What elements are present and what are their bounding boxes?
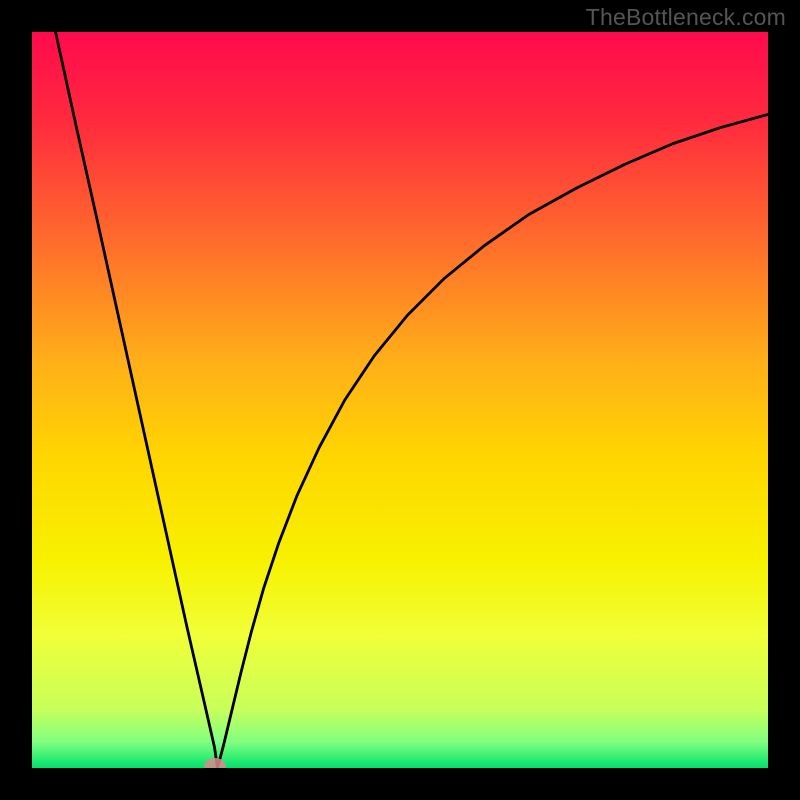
vertex-marker xyxy=(204,758,226,768)
bottleneck-curve xyxy=(56,32,768,768)
gradient-background xyxy=(32,32,768,768)
plot-svg xyxy=(32,32,768,768)
chart-root: TheBottleneck.com xyxy=(0,0,800,800)
watermark-label: TheBottleneck.com xyxy=(586,4,786,31)
plot-area xyxy=(32,32,768,768)
